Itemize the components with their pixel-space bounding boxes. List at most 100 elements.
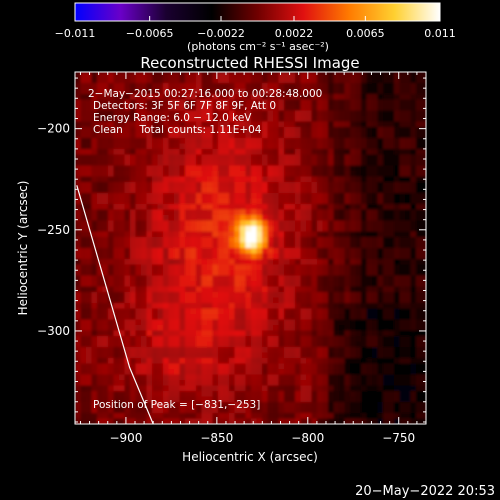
heatmap-cell xyxy=(262,275,269,282)
heatmap-cell xyxy=(405,407,412,414)
heatmap-cell xyxy=(366,330,373,337)
heatmap-cell xyxy=(108,363,115,370)
heatmap-cell xyxy=(80,198,87,205)
heatmap-cell xyxy=(339,154,346,161)
heatmap-cell xyxy=(256,77,263,84)
heatmap-cell xyxy=(102,286,109,293)
heatmap-cell xyxy=(146,286,153,293)
heatmap-cell xyxy=(141,292,148,299)
heatmap-cell xyxy=(190,83,197,90)
heatmap-cell xyxy=(421,369,426,376)
heatmap-cell xyxy=(372,314,379,321)
heatmap-cell xyxy=(295,303,302,310)
heatmap-cell xyxy=(229,187,236,194)
heatmap-cell xyxy=(366,264,373,271)
heatmap-cell xyxy=(240,314,247,321)
heatmap-cell xyxy=(350,143,357,150)
heatmap-cell xyxy=(383,259,390,266)
heatmap-cell xyxy=(377,193,384,200)
heatmap-cell xyxy=(383,336,390,343)
heatmap-cell xyxy=(102,358,109,365)
heatmap-cell xyxy=(102,374,109,381)
heatmap-cell xyxy=(190,270,197,277)
heatmap-cell xyxy=(251,138,258,145)
heatmap-cell xyxy=(262,72,269,79)
heatmap-cell xyxy=(80,253,87,260)
heatmap-cell xyxy=(75,270,82,277)
heatmap-cell xyxy=(394,418,401,424)
heatmap-cell xyxy=(372,198,379,205)
heatmap-cell xyxy=(366,83,373,90)
heatmap-cell xyxy=(300,215,307,222)
heatmap-cell xyxy=(377,237,384,244)
heatmap-cell xyxy=(185,418,192,424)
heatmap-cell xyxy=(91,270,98,277)
heatmap-cell xyxy=(113,138,120,145)
heatmap-cell xyxy=(130,248,137,255)
heatmap-cell xyxy=(256,187,263,194)
heatmap-cell xyxy=(113,77,120,84)
heatmap-cell xyxy=(328,264,335,271)
heatmap-cell xyxy=(284,149,291,156)
heatmap-cell xyxy=(223,193,230,200)
heatmap-cell xyxy=(350,165,357,172)
heatmap-cell xyxy=(355,319,362,326)
heatmap-cell xyxy=(256,303,263,310)
heatmap-cell xyxy=(75,83,82,90)
heatmap-cell xyxy=(388,352,395,359)
heatmap-cell xyxy=(124,99,131,106)
heatmap-cell xyxy=(163,259,170,266)
heatmap-cell xyxy=(361,358,368,365)
heatmap-cell xyxy=(372,264,379,271)
heatmap-cell xyxy=(86,253,93,260)
heatmap-cell xyxy=(124,94,131,101)
heatmap-cell xyxy=(196,165,203,172)
heatmap-cell xyxy=(141,407,148,414)
heatmap-cell xyxy=(218,77,225,84)
heatmap-cell xyxy=(201,209,208,216)
heatmap-cell xyxy=(174,209,181,216)
heatmap-cell xyxy=(267,237,274,244)
heatmap-cell xyxy=(245,94,252,101)
heatmap-cell xyxy=(273,237,280,244)
heatmap-cell xyxy=(377,72,384,79)
heatmap-cell xyxy=(75,116,82,123)
heatmap-cell xyxy=(113,193,120,200)
heatmap-cell xyxy=(135,182,142,189)
heatmap-cell xyxy=(405,402,412,409)
heatmap-cell xyxy=(410,330,417,337)
heatmap-cell xyxy=(328,127,335,134)
heatmap-cell xyxy=(410,308,417,315)
heatmap-cell xyxy=(311,314,318,321)
heatmap-cell xyxy=(273,396,280,403)
heatmap-cell xyxy=(273,308,280,315)
heatmap-cell xyxy=(135,165,142,172)
heatmap-cell xyxy=(267,413,274,420)
heatmap-cell xyxy=(102,127,109,134)
heatmap-cell xyxy=(344,303,351,310)
heatmap-cell xyxy=(421,319,426,326)
heatmap-cell xyxy=(240,77,247,84)
heatmap-cell xyxy=(135,176,142,183)
heatmap-cell xyxy=(344,308,351,315)
heatmap-cell xyxy=(168,132,175,139)
heatmap-cell xyxy=(174,418,181,424)
heatmap-cell xyxy=(300,83,307,90)
heatmap-cell xyxy=(234,99,241,106)
heatmap-cell xyxy=(108,121,115,128)
heatmap-cell xyxy=(377,110,384,117)
heatmap-cell xyxy=(328,380,335,387)
heatmap-cell xyxy=(300,396,307,403)
heatmap-cell xyxy=(135,77,142,84)
heatmap-cell xyxy=(75,358,82,365)
heatmap-cell xyxy=(383,330,390,337)
heatmap-cell xyxy=(174,413,181,420)
heatmap-cell xyxy=(80,248,87,255)
heatmap-cell xyxy=(267,127,274,134)
heatmap-cell xyxy=(361,83,368,90)
heatmap-cell xyxy=(196,204,203,211)
heatmap-cell xyxy=(383,347,390,354)
heatmap-cell xyxy=(196,72,203,79)
heatmap-cell xyxy=(284,88,291,95)
heatmap-cell xyxy=(262,314,269,321)
